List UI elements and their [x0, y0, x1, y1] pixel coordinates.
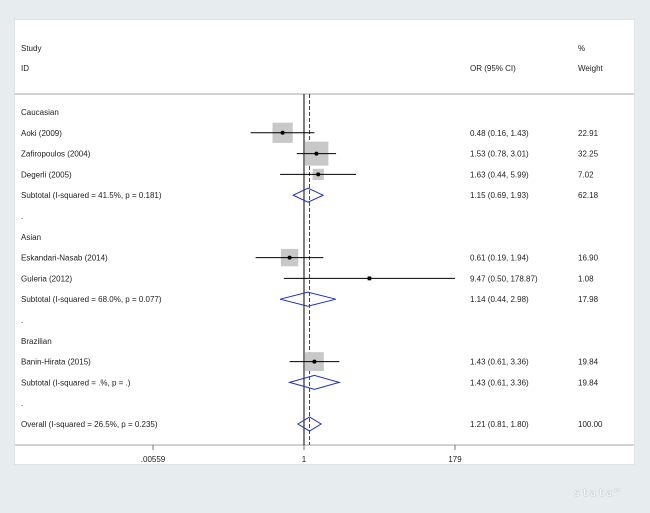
- row-label: Overall (I-squared = 26.5%, p = 0.235): [21, 420, 158, 429]
- point-estimate-dot: [316, 172, 321, 177]
- row-label: Subtotal (I-squared = .%, p = .): [21, 378, 131, 387]
- row-label: Subtotal (I-squared = 41.5%, p = 0.181): [21, 191, 162, 200]
- row-label: Zafiropoulos (2004): [21, 150, 91, 159]
- id-header: ID: [21, 64, 29, 73]
- or-ci-value: 1.53 (0.78, 3.01): [470, 150, 529, 159]
- point-estimate-dot: [287, 255, 292, 260]
- x-tick-label: 179: [448, 455, 462, 464]
- x-tick-label: 1: [302, 455, 307, 464]
- or-ci-value: 1.14 (0.44, 2.98): [470, 295, 529, 304]
- weight-value: 19.84: [578, 358, 599, 367]
- point-estimate-dot: [312, 359, 317, 364]
- forest-plot: Study ID OR (95% CI) % Weight Caucasian A…: [15, 44, 634, 464]
- row-label: .: [21, 316, 23, 325]
- or-ci-value: 1.63 (0.44, 5.99): [470, 170, 529, 179]
- weight-header: Weight: [578, 64, 604, 73]
- or-ci-value: 1.43 (0.61, 3.36): [470, 358, 529, 367]
- stata-logo: stata™: [574, 488, 623, 499]
- row-label: Guleria (2012): [21, 274, 72, 283]
- or-ci-value: 0.61 (0.19, 1.94): [470, 254, 529, 263]
- row-label: Asian: [21, 233, 41, 242]
- weight-value: 62.18: [578, 191, 599, 200]
- weight-value: 1.08: [578, 274, 594, 283]
- percent-header: %: [578, 44, 585, 53]
- forest-plot-panel: Study ID OR (95% CI) % Weight Caucasian A…: [14, 19, 635, 465]
- or-ci-value: 1.21 (0.81, 1.80): [470, 420, 529, 429]
- subtotal-diamond: [287, 374, 342, 390]
- row-label: .: [21, 212, 23, 221]
- weight-value: 16.90: [578, 254, 599, 263]
- or-ci-header: OR (95% CI): [470, 64, 516, 73]
- weight-value: 100.00: [578, 420, 603, 429]
- point-estimate-dot: [367, 276, 372, 281]
- row-label: Caucasian: [21, 108, 59, 117]
- subtotal-diamond: [279, 291, 336, 307]
- row-label: Degerli (2005): [21, 170, 72, 179]
- row-label: Subtotal (I-squared = 68.0%, p = 0.077): [21, 295, 162, 304]
- row-label: .: [21, 399, 23, 408]
- x-tick-label: .00559: [141, 455, 166, 464]
- weight-value: 22.91: [578, 129, 599, 138]
- or-ci-value: 1.15 (0.69, 1.93): [470, 191, 529, 200]
- study-header: Study: [21, 44, 41, 53]
- or-ci-value: 1.43 (0.61, 3.36): [470, 378, 529, 387]
- or-ci-value: 0.48 (0.16, 1.43): [470, 129, 529, 138]
- point-estimate-dot: [314, 151, 319, 156]
- row-label: Eskandari-Nasab (2014): [21, 254, 108, 263]
- point-estimate-dot: [280, 130, 285, 135]
- weight-value: 19.84: [578, 378, 599, 387]
- row-label: Aoki (2009): [21, 129, 62, 138]
- weight-value: 7.02: [578, 170, 594, 179]
- subtotal-diamond: [292, 187, 325, 203]
- weight-value: 17.98: [578, 295, 599, 304]
- weight-value: 32.25: [578, 150, 599, 159]
- or-ci-value: 9.47 (0.50, 178.87): [470, 274, 538, 283]
- row-label: Banin-Hirata (2015): [21, 358, 91, 367]
- row-label: Brazilian: [21, 337, 52, 346]
- overall-diamond: [296, 416, 323, 432]
